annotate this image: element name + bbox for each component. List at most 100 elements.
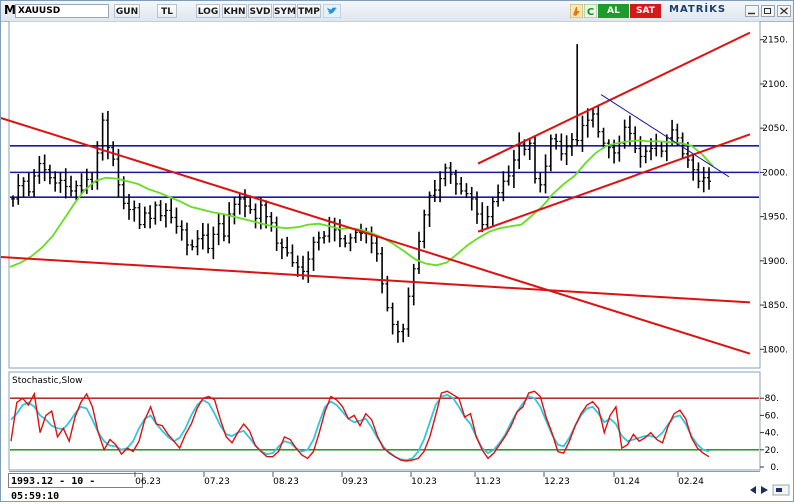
time-tick-label: 10.23 xyxy=(411,477,437,487)
price-bar xyxy=(606,139,611,159)
price-bar xyxy=(411,263,416,306)
scroll-right-icon[interactable] xyxy=(761,486,768,494)
price-bar xyxy=(311,236,316,272)
price-bar xyxy=(459,177,464,195)
price-bar xyxy=(480,202,485,233)
sell-button[interactable]: SAT xyxy=(630,4,661,18)
price-bar xyxy=(285,236,290,257)
price-bar xyxy=(696,162,701,189)
scroll-controls xyxy=(750,484,790,496)
refresh-icon[interactable]: C xyxy=(584,4,597,18)
price-bar xyxy=(216,213,221,246)
price-tick-label: 2050. xyxy=(762,124,788,134)
period-button[interactable]: GUN xyxy=(114,4,140,18)
buy-button[interactable]: AL xyxy=(598,4,629,18)
price-bar xyxy=(232,196,237,225)
price-bar xyxy=(506,165,511,186)
log-button[interactable]: LOG xyxy=(196,4,220,18)
price-bar xyxy=(422,209,427,249)
price-bar xyxy=(290,244,295,267)
price-bar xyxy=(511,149,516,189)
price-bar xyxy=(538,172,543,193)
tmp-button[interactable]: TMP xyxy=(297,4,321,18)
symbol-value: XAUUSD xyxy=(18,6,61,16)
sym-button[interactable]: SYM xyxy=(273,4,296,18)
stochastic-panel xyxy=(8,371,761,471)
scroll-left-icon[interactable] xyxy=(750,486,756,494)
price-bar xyxy=(390,302,395,335)
status-bar: 1993.12 - 10 - 05:59:10 06.23 07.23 08.23 0… xyxy=(1,471,793,502)
price-bar xyxy=(100,112,105,161)
time-tick-label: 06.23 xyxy=(135,477,161,487)
price-tick-label: 1950. xyxy=(762,213,788,223)
chart-canvas[interactable]: 2150. 2100. 2050. 2000. 1950. 1900. 1850. 1800.… xyxy=(1,21,793,471)
price-bar xyxy=(179,220,184,241)
price-bar xyxy=(58,172,63,193)
price-bar xyxy=(132,200,137,222)
price-bar xyxy=(643,145,648,164)
stochastic-title: Stochastic,Slow xyxy=(12,376,83,386)
brand-logo: MATRİKS xyxy=(669,4,727,15)
close-icon[interactable] xyxy=(777,5,791,17)
trend-line xyxy=(477,31,751,165)
svg-text:C: C xyxy=(587,7,594,18)
price-bar xyxy=(496,184,501,207)
price-bar xyxy=(633,126,638,154)
price-bar xyxy=(580,115,585,152)
price-bar xyxy=(322,230,327,244)
svd-button[interactable]: SVD xyxy=(248,4,272,18)
price-bar xyxy=(670,119,675,146)
time-tick-label: 08.23 xyxy=(273,477,299,487)
price-bar xyxy=(548,134,553,172)
price-bar xyxy=(195,230,200,256)
price-bar xyxy=(469,186,474,211)
price-tick-label: 1800. xyxy=(762,345,788,355)
restore-icon[interactable] xyxy=(761,5,775,17)
price-bar xyxy=(148,205,153,229)
price-bar xyxy=(438,171,443,203)
price-bar xyxy=(37,155,42,184)
price-bar xyxy=(26,172,31,197)
time-tick-label: 07.23 xyxy=(204,477,230,487)
price-bar xyxy=(685,142,690,168)
price-bar xyxy=(432,180,437,202)
price-bar xyxy=(269,212,274,232)
price-bar xyxy=(227,202,232,244)
time-tick-label: 11.23 xyxy=(475,477,501,487)
price-bar xyxy=(427,191,432,227)
price-bar xyxy=(564,135,569,166)
price-bar xyxy=(69,175,73,197)
price-bar xyxy=(596,104,601,138)
menu-button[interactable]: M xyxy=(4,3,16,17)
time-tick-label: 09.23 xyxy=(342,477,368,487)
price-tick-label: 2100. xyxy=(762,80,788,90)
khn-button[interactable]: KHN xyxy=(222,4,247,18)
price-bar xyxy=(490,196,495,226)
price-bar xyxy=(163,203,168,228)
price-bar xyxy=(475,191,479,224)
price-bar xyxy=(401,323,406,343)
price-bar xyxy=(248,195,253,214)
currency-button[interactable]: TL xyxy=(157,4,177,18)
window-controls xyxy=(745,5,791,17)
price-bar xyxy=(453,169,458,195)
minimize-icon[interactable] xyxy=(745,5,759,17)
time-axis: 06.23 07.23 08.23 09.23 10.23 11.23 12.23 01.24… xyxy=(9,471,760,487)
price-bar xyxy=(654,133,659,157)
price-bar xyxy=(279,238,284,260)
price-bar xyxy=(221,214,226,242)
time-tick-label: 02.24 xyxy=(678,477,704,487)
alarm-icon[interactable] xyxy=(570,4,583,18)
price-bar xyxy=(569,133,574,156)
twitter-icon[interactable] xyxy=(323,4,341,18)
price-bar xyxy=(174,207,179,234)
price-bar xyxy=(691,154,696,181)
price-bar xyxy=(21,177,26,198)
price-bar xyxy=(385,275,390,312)
price-bar xyxy=(200,222,205,250)
stoch-tick-label: 40. xyxy=(765,429,779,439)
symbol-input[interactable]: XAUUSD xyxy=(15,4,109,18)
price-bar xyxy=(559,133,564,161)
price-bar xyxy=(153,201,158,225)
